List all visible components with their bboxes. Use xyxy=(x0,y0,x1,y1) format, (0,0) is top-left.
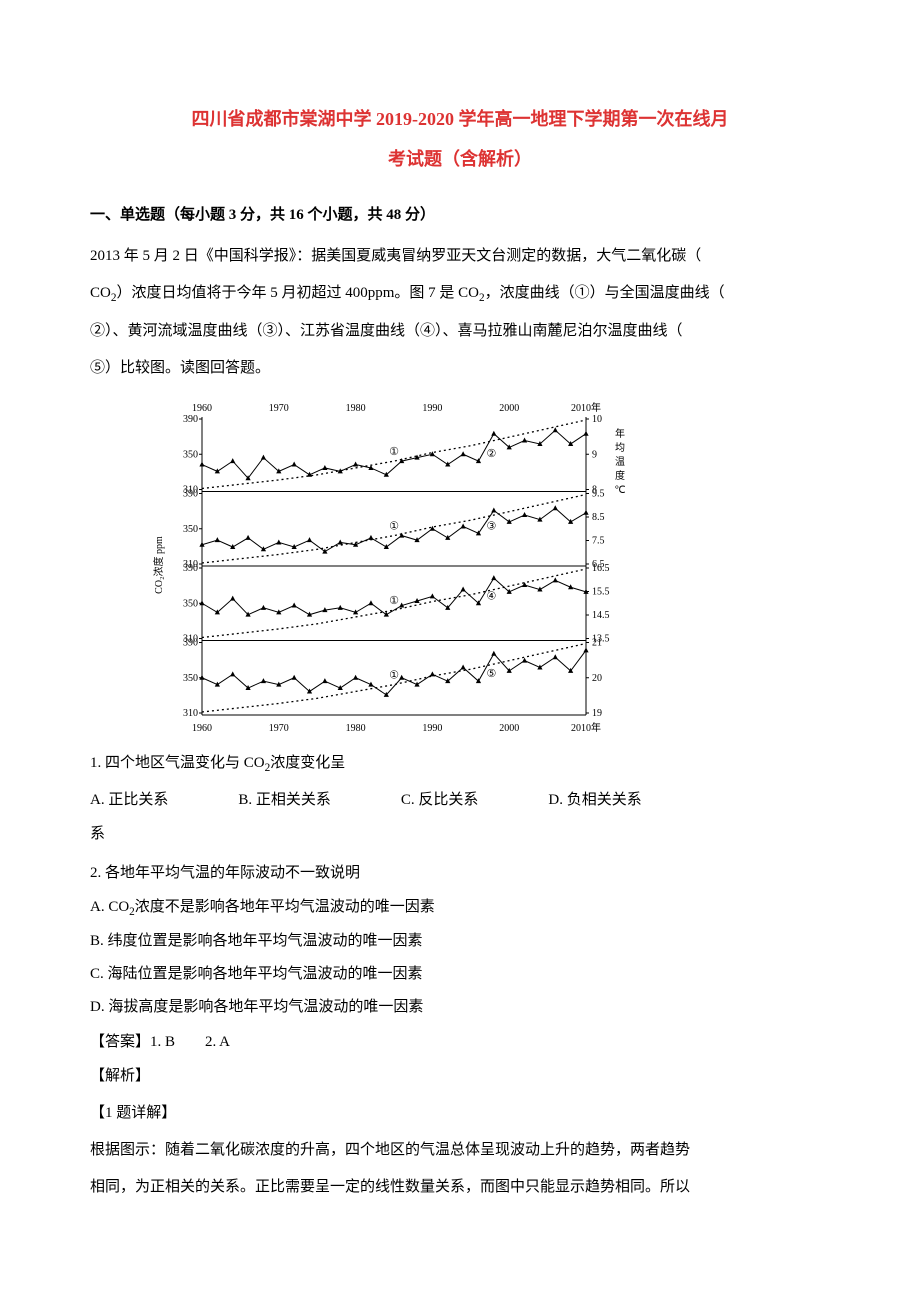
question-2-options: A. CO2浓度不是影响各地年平均气温波动的唯一因素 B. 纬度位置是影响各地年… xyxy=(90,891,830,1024)
q1-b: 浓度变化呈 xyxy=(270,755,345,771)
intro-2a: CO xyxy=(90,285,111,301)
svg-text:10: 10 xyxy=(592,414,602,425)
svg-text:310: 310 xyxy=(183,708,198,719)
svg-text:CO₂浓度 ppm: CO₂浓度 ppm xyxy=(152,536,165,594)
svg-text:390: 390 xyxy=(183,637,198,648)
q2-opt-a: A. CO2浓度不是影响各地年平均气温波动的唯一因素 xyxy=(90,891,830,925)
svg-text:16.5: 16.5 xyxy=(592,563,610,574)
page-title: 四川省成都市棠湖中学 2019-2020 学年高一地理下学期第一次在线月 考试题… xyxy=(90,100,830,179)
intro-para-1: 2013 年 5 月 2 日《中国科学报》：据美国夏威夷冒纳罗亚天文台测定的数据… xyxy=(90,240,830,273)
q1-opt-c: C. 反比关系 xyxy=(401,782,479,818)
q2-opt-a-2: 浓度不是影响各地年平均气温波动的唯一因素 xyxy=(135,899,435,915)
q1-opt-a: A. 正比关系 xyxy=(90,782,168,818)
svg-text:350: 350 xyxy=(183,673,198,684)
svg-text:年: 年 xyxy=(615,427,625,440)
q2-opt-b: B. 纬度位置是影响各地年平均气温波动的唯一因素 xyxy=(90,925,830,958)
q1-detail-heading: 【1 题详解】 xyxy=(90,1097,830,1130)
svg-text:1980: 1980 xyxy=(346,723,366,734)
intro-2b: ）浓度日均值将于今年 5 月初超过 400ppm。图 7 是 CO xyxy=(116,285,479,301)
svg-text:④: ④ xyxy=(486,590,496,602)
svg-text:350: 350 xyxy=(183,449,198,460)
question-1-options: A. 正比关系 B. 正相关关系 C. 反比关系 D. 负相关关系 xyxy=(90,782,830,818)
q2-opt-c: C. 海陆位置是影响各地年平均气温波动的唯一因素 xyxy=(90,958,830,991)
q1-opt-d-tail: 系 xyxy=(90,818,830,851)
intro-para-4: ⑤）比较图。读图回答题。 xyxy=(90,352,830,385)
svg-text:2000: 2000 xyxy=(499,723,519,734)
jiexi-heading: 【解析】 xyxy=(90,1060,830,1093)
svg-text:均: 均 xyxy=(615,442,625,454)
intro-2c: ，浓度曲线（①）与全国温度曲线（ xyxy=(485,285,725,301)
svg-text:1970: 1970 xyxy=(269,403,289,414)
svg-text:1990: 1990 xyxy=(422,723,442,734)
svg-text:2000: 2000 xyxy=(499,403,519,414)
svg-text:温: 温 xyxy=(615,456,625,468)
svg-text:③: ③ xyxy=(486,520,496,532)
svg-text:2010年: 2010年 xyxy=(571,401,601,414)
svg-text:1990: 1990 xyxy=(422,403,442,414)
title-line1: 四川省成都市棠湖中学 2019-2020 学年高一地理下学期第一次在线月 xyxy=(192,109,729,129)
svg-text:1960: 1960 xyxy=(192,403,212,414)
svg-text:8.5: 8.5 xyxy=(592,512,605,523)
svg-text:21: 21 xyxy=(592,637,602,648)
section-heading: 一、单选题（每小题 3 分，共 16 个小题，共 48 分） xyxy=(90,199,830,232)
svg-text:①: ① xyxy=(389,670,399,682)
svg-text:7.5: 7.5 xyxy=(592,535,605,546)
svg-text:9: 9 xyxy=(592,449,597,460)
svg-text:度: 度 xyxy=(615,469,625,482)
q1-opt-d: D. 负相关关系 xyxy=(548,782,641,818)
svg-text:390: 390 xyxy=(183,414,198,425)
q1-a: 1. 四个地区气温变化与 CO xyxy=(90,755,265,771)
svg-text:390: 390 xyxy=(183,563,198,574)
svg-text:1970: 1970 xyxy=(269,723,289,734)
question-1: 1. 四个地区气温变化与 CO2浓度变化呈 xyxy=(90,745,830,782)
intro-para-2: CO2）浓度日均值将于今年 5 月初超过 400ppm。图 7 是 CO2，浓度… xyxy=(90,277,830,311)
answer-line: 【答案】1. B 2. A xyxy=(90,1024,830,1060)
svg-text:14.5: 14.5 xyxy=(592,610,610,621)
q2-opt-a-1: A. CO xyxy=(90,899,129,915)
svg-text:350: 350 xyxy=(183,598,198,609)
title-line2: 考试题（含解析） xyxy=(388,149,532,169)
svg-text:2010年: 2010年 xyxy=(571,721,601,734)
svg-text:①: ① xyxy=(389,446,399,458)
svg-text:350: 350 xyxy=(183,524,198,535)
svg-text:②: ② xyxy=(486,448,496,460)
co2-temperature-chart: 196019701980199020002010年196019701980199… xyxy=(150,395,830,735)
svg-text:20: 20 xyxy=(592,673,602,684)
intro-para-3: ②）、黄河流域温度曲线（③）、江苏省温度曲线（④）、喜马拉雅山南麓尼泊尔温度曲线… xyxy=(90,315,830,348)
q2-opt-d: D. 海拔高度是影响各地年平均气温波动的唯一因素 xyxy=(90,991,830,1024)
q1-detail-p1: 根据图示：随着二氧化碳浓度的升高，四个地区的气温总体呈现波动上升的趋势，两者趋势 xyxy=(90,1134,830,1167)
svg-text:①: ① xyxy=(389,595,399,607)
svg-text:℃: ℃ xyxy=(614,485,625,496)
question-2: 2. 各地年平均气温的年际波动不一致说明 xyxy=(90,855,830,891)
q1-detail-p2: 相同，为正相关的关系。正比需要呈一定的线性数量关系，而图中只能显示趋势相同。所以 xyxy=(90,1171,830,1204)
svg-text:19: 19 xyxy=(592,708,602,719)
svg-text:①: ① xyxy=(389,521,399,533)
svg-text:15.5: 15.5 xyxy=(592,586,610,597)
q1-opt-b: B. 正相关关系 xyxy=(238,782,331,818)
svg-text:1960: 1960 xyxy=(192,723,212,734)
svg-text:390: 390 xyxy=(183,488,198,499)
svg-text:⑤: ⑤ xyxy=(486,668,496,680)
svg-text:1980: 1980 xyxy=(346,403,366,414)
svg-text:9.5: 9.5 xyxy=(592,488,605,499)
